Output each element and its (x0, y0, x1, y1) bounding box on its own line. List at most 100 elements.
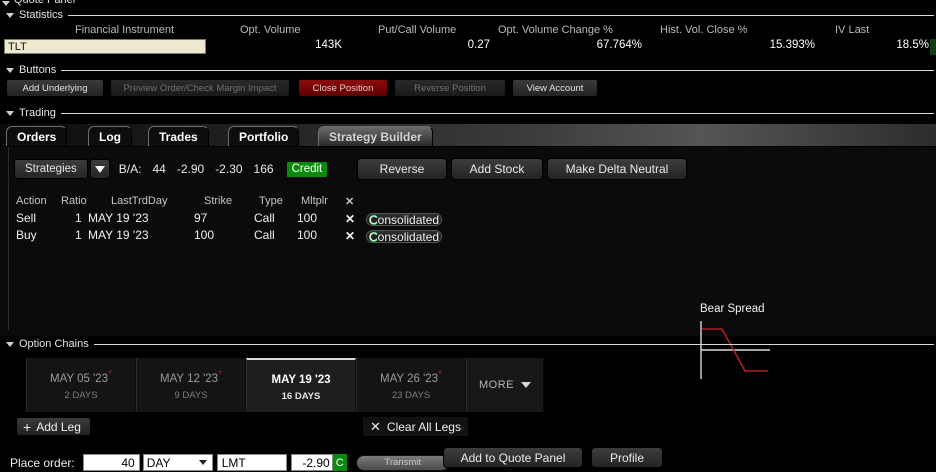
payoff-chart: Bear Spread (700, 303, 785, 381)
expiration-date: MAY 05 '23* (50, 369, 112, 385)
tab-portfolio[interactable]: Portfolio (228, 126, 300, 146)
clear-all-legs-button[interactable]: ✕ Clear All Legs (363, 417, 468, 436)
col-opt-volume-change: Opt. Volume Change % (498, 24, 613, 36)
exchange-label: Consolidated (369, 229, 440, 244)
leg-mltplr: 100 (297, 211, 318, 225)
trading-tab-strip: Orders Log Trades Portfolio Strategy Bui… (0, 124, 936, 146)
caret-down-icon[interactable] (89, 159, 110, 179)
value-iv-last: 18.5% (896, 39, 929, 51)
make-delta-neutral-button[interactable]: Make Delta Neutral (547, 158, 687, 180)
status-indicator (930, 39, 936, 55)
preview-order-button[interactable]: Preview Order/Check Margin Impact (110, 79, 290, 97)
reverse-button[interactable]: Reverse (357, 158, 447, 180)
trading-section-header[interactable]: Trading (0, 106, 936, 120)
chevron-down-icon (198, 460, 207, 465)
expiration-tab-may-19[interactable]: MAY 19 '23 16 DAYS (246, 358, 356, 412)
col-financial-instrument: Financial Instrument (75, 24, 175, 36)
view-account-button[interactable]: View Account (512, 79, 598, 97)
expiration-date: MAY 12 '23* (160, 369, 222, 385)
ask-size: 166 (253, 162, 274, 176)
value-opt-volume-change: 67.764% (596, 39, 642, 51)
section-divider (60, 112, 934, 114)
plus-icon: + (23, 418, 32, 435)
more-label: MORE (479, 379, 514, 391)
tab-strategy-builder[interactable]: Strategy Builder (318, 126, 433, 146)
order-type-input[interactable]: LMT (216, 454, 287, 471)
option-chains-title: Option Chains (19, 338, 89, 350)
leg-lasttrdday: MAY 19 '23 (88, 228, 149, 242)
leg-ratio: 1 (75, 211, 82, 225)
add-stock-button[interactable]: Add Stock (451, 158, 543, 180)
value-opt-volume: 143K (315, 39, 342, 51)
expiration-tab-may-05[interactable]: MAY 05 '23* 2 DAYS (26, 358, 136, 412)
add-underlying-button[interactable]: Add Underlying (6, 79, 104, 97)
transmit-button[interactable]: Transmit (355, 454, 450, 471)
collapse-triangle-icon (6, 66, 15, 75)
value-put-call-volume: 0.27 (467, 39, 490, 51)
leg-mltplr: 100 (297, 228, 318, 242)
statistics-value-row: TLT 143K 0.27 67.764% 15.393% 18.5% (0, 39, 936, 56)
refresh-icon (369, 214, 379, 225)
leg-strike: 97 (194, 211, 208, 225)
legs-col-ratio: Ratio (61, 195, 87, 207)
tab-trades[interactable]: Trades (148, 126, 209, 146)
strategy-bar: Strategies B/A: 44 -2.90 -2.30 166 Credi… (14, 159, 328, 179)
tab-log[interactable]: Log (88, 126, 132, 146)
legs-col-strike: Strike (204, 195, 233, 207)
days-to-expiry: 23 DAYS (391, 389, 431, 401)
exchange-selector[interactable]: Consolidated (366, 229, 442, 244)
remove-all-icon[interactable]: ✕ (345, 196, 355, 208)
col-hist-vol-close: Hist. Vol. Close % (660, 24, 748, 36)
statistics-title: Statistics (19, 9, 64, 21)
collapse-triangle-icon (6, 340, 15, 349)
payoff-chart-svg (700, 321, 770, 379)
buttons-title: Buttons (19, 64, 57, 76)
option-chains-section-header[interactable]: Option Chains (0, 337, 936, 351)
close-position-button[interactable]: Close Position (298, 79, 388, 97)
expiration-tab-may-12[interactable]: MAY 12 '23* 9 DAYS (136, 358, 246, 412)
leg-action: Buy (16, 228, 37, 242)
tab-orders[interactable]: Orders (6, 126, 68, 146)
buttons-section-header[interactable]: Buttons (0, 63, 936, 77)
profile-button[interactable]: Profile (591, 447, 663, 468)
days-to-expiry: 2 DAYS (64, 389, 98, 401)
strategies-button[interactable]: Strategies (14, 159, 88, 179)
leg-action: Sell (16, 211, 37, 225)
exchange-selector[interactable]: Consolidated (366, 212, 442, 227)
bid-ask-label: B/A: (118, 162, 142, 176)
financial-instrument-field[interactable]: TLT (4, 39, 206, 54)
exchange-label: Consolidated (369, 212, 440, 227)
leg-strike: 100 (194, 228, 215, 242)
add-leg-button[interactable]: + Add Leg (16, 417, 91, 436)
col-opt-volume: Opt. Volume (240, 24, 301, 36)
collapse-triangle-icon (6, 11, 15, 20)
days-to-expiry: 16 DAYS (281, 390, 321, 402)
expiration-tab-may-26[interactable]: MAY 26 '23* 23 DAYS (356, 358, 466, 412)
more-expirations-button[interactable]: MORE (466, 358, 544, 412)
bid-size: 44 (152, 162, 166, 176)
collapse-triangle-icon (2, 1, 10, 6)
collapse-triangle-icon (6, 109, 15, 118)
quantity-input[interactable]: 40 (82, 454, 140, 471)
remove-leg-icon[interactable]: ✕ (345, 212, 356, 226)
legs-col-type: Type (259, 195, 283, 207)
add-leg-label: Add Leg (36, 419, 81, 434)
quote-panel-section-header[interactable]: Quote Panel (2, 0, 75, 6)
strategy-builder-panel: Strategies B/A: 44 -2.90 -2.30 166 Credi… (0, 146, 936, 471)
reverse-position-button[interactable]: Reverse Position (394, 79, 506, 97)
tif-select[interactable]: DAY (142, 454, 213, 471)
refresh-icon (369, 231, 379, 242)
leg-lasttrdday: MAY 19 '23 (88, 211, 149, 225)
value-hist-vol-close: 15.393% (769, 39, 815, 51)
add-to-quote-panel-button[interactable]: Add to Quote Panel (443, 447, 583, 468)
credit-flag-badge: C (332, 454, 347, 471)
expiration-date: MAY 19 '23 (271, 373, 331, 386)
bid-price: -2.90 (176, 162, 205, 176)
legs-col-lasttrdday: LastTrdDay (111, 195, 168, 207)
remove-leg-icon[interactable]: ✕ (345, 229, 356, 243)
statistics-section-header[interactable]: Statistics (0, 8, 936, 22)
section-divider (93, 343, 934, 345)
limit-price-input[interactable]: -2.90 (290, 454, 333, 471)
expiration-date: MAY 26 '23* (380, 369, 442, 385)
statistics-table: Financial Instrument Opt. Volume Put/Cal… (0, 24, 936, 56)
